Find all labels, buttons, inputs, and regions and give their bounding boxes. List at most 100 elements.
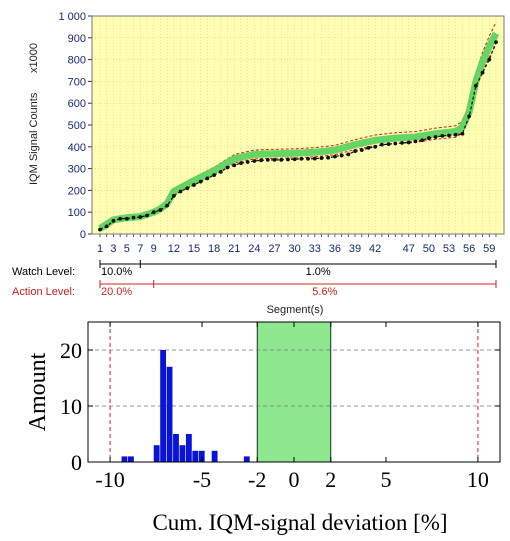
x-tick-label: 3 — [110, 243, 116, 255]
measured-point — [467, 114, 472, 119]
x-tick-label: 18 — [208, 243, 220, 255]
histogram-bar — [211, 450, 218, 462]
y-tick-label: 10 — [60, 394, 82, 419]
x-tick-label: 9 — [151, 243, 157, 255]
watch-level-value: 1.0% — [306, 266, 331, 278]
measured-point — [339, 153, 344, 158]
measured-point — [259, 158, 263, 163]
action-level-value: 20.0% — [101, 286, 132, 298]
measured-point — [433, 135, 438, 139]
x-tick-label: 12 — [168, 243, 180, 255]
action-level-value: 5.6% — [312, 286, 337, 298]
x-tick-label: 59 — [483, 243, 495, 255]
measured-point — [373, 144, 378, 149]
x-tick-label: -10 — [95, 467, 124, 492]
histogram-bar — [160, 350, 167, 462]
histogram-bar — [166, 366, 173, 462]
measured-point — [245, 160, 250, 164]
measured-point — [366, 145, 371, 150]
x-tick-label: 39 — [349, 243, 361, 255]
y-tick-labels: 0 100 200 300 400 500 600 700 800 900 1 000 — [58, 11, 86, 241]
measured-point — [306, 156, 310, 161]
measured-point — [265, 157, 270, 162]
measured-point — [138, 215, 143, 219]
measured-point — [440, 134, 445, 138]
measured-point — [447, 133, 451, 138]
y-tick-label: 900 — [68, 33, 86, 45]
histogram-bar — [192, 450, 199, 462]
watch-level-value: 10.0% — [101, 266, 132, 278]
measured-point — [151, 210, 156, 215]
x-tick-label: 53 — [443, 243, 455, 255]
y-tick-label: 20 — [60, 338, 82, 363]
measured-point — [212, 173, 217, 178]
measured-point — [239, 161, 243, 166]
x-tick-label: 47 — [403, 243, 415, 255]
histogram-bar — [173, 434, 179, 462]
measured-point — [420, 138, 425, 143]
x-tick-label: 5 — [124, 243, 130, 255]
histogram-bar — [153, 445, 160, 462]
y-tick-label: 300 — [68, 164, 86, 176]
measured-point — [480, 70, 485, 75]
measured-point — [104, 224, 109, 229]
measured-point — [400, 140, 404, 145]
measured-point — [460, 131, 465, 136]
histogram-bar — [198, 450, 205, 462]
measured-point — [158, 208, 163, 212]
measured-point — [165, 203, 170, 208]
limit-lines — [109, 322, 479, 462]
measured-point — [406, 140, 411, 145]
plot-area — [92, 16, 504, 234]
y-tick-label: 400 — [68, 142, 86, 154]
plot-frame — [91, 15, 505, 235]
x-tick-label: 1 — [97, 243, 103, 255]
histogram-bar — [243, 456, 250, 462]
x-axis-label: Segment(s) — [267, 304, 324, 316]
x-tick-label: 5 — [380, 467, 391, 492]
measured-point — [312, 156, 317, 161]
measured-point — [225, 165, 230, 170]
measured-point — [299, 156, 304, 161]
measured-point — [98, 227, 102, 232]
y-tick-label: 800 — [68, 55, 86, 67]
y-tick-label: 100 — [68, 207, 86, 219]
x-tick-label: 27 — [268, 243, 280, 255]
measured-point — [286, 157, 290, 162]
measured-point — [413, 139, 418, 144]
x-tick-label: 2 — [325, 467, 336, 492]
x-tick-label: 56 — [463, 243, 475, 255]
x-tick-label: -5 — [193, 467, 211, 492]
measured-point — [494, 40, 498, 45]
x-tick-label: 7 — [137, 243, 143, 255]
measured-point — [453, 132, 458, 137]
x-tick-label: 36 — [329, 243, 341, 255]
measured-point — [124, 216, 129, 221]
y-axis-label: Amount — [25, 352, 51, 431]
x-tick-label: 33 — [309, 243, 321, 255]
x-tick-labels: 1 3 5 7 9 12 15 18 21 24 27 30 33 36 39 42 47 50 53 56 59 — [97, 243, 495, 255]
x-tick-label: 21 — [228, 243, 240, 255]
series-layer — [98, 40, 498, 232]
watch-level-label: Watch Level: — [12, 266, 75, 278]
levels: Watch Level: 10.0% 1.0% Action Level: 20.0% 5… — [12, 260, 497, 298]
measured-point — [171, 193, 176, 198]
measured-point — [319, 156, 324, 161]
measured-point — [292, 157, 297, 162]
measured-point — [359, 148, 364, 152]
y-tick-label: 0 — [80, 229, 86, 241]
measured-point — [386, 142, 391, 147]
tolerance-band — [256, 321, 332, 463]
x-tick-label: -2 — [248, 467, 266, 492]
histogram-bar — [121, 456, 128, 462]
measured-point — [192, 183, 196, 187]
measured-point — [178, 189, 183, 194]
tolerance-band-rect — [256, 321, 332, 463]
measured-point — [118, 216, 123, 221]
measured-point — [426, 136, 431, 140]
histogram-bars — [121, 350, 250, 462]
y-tick-label: 1 000 — [58, 11, 86, 23]
measured-point — [279, 157, 284, 162]
measured-point — [379, 142, 384, 147]
